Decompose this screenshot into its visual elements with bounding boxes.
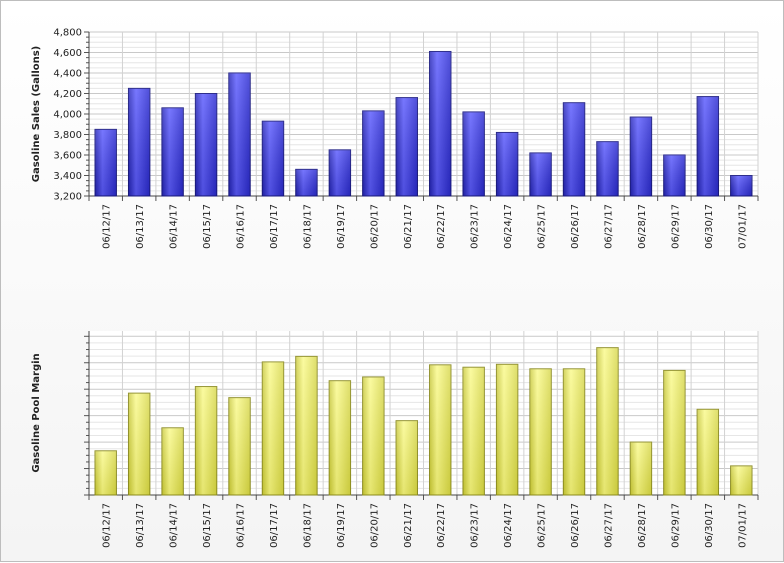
chart2-bar-shade: [396, 420, 418, 495]
chart2-x-tick-label: 06/23/17: [470, 503, 481, 548]
chart2-x-tick-label: 06/13/17: [135, 503, 146, 548]
chart2-bar-shade: [697, 409, 719, 495]
chart1-bar-shade: [663, 155, 686, 196]
chart2-x-tick-label: 06/26/17: [570, 503, 581, 548]
chart1-bar-shade: [295, 169, 318, 196]
chart2-x-tick-label: 06/20/17: [369, 503, 380, 548]
chart2-x-tick-label: 06/28/17: [637, 503, 648, 548]
chart1-x-tick-label: 06/14/17: [169, 204, 180, 249]
chart1-x-tick-label: 07/01/17: [737, 204, 748, 249]
chart1-bar-shade: [529, 152, 552, 196]
chart1-bar-shade: [697, 96, 719, 196]
chart2-y-axis-title: Gasoline Pool Margin: [31, 353, 42, 472]
chart1-bar-shade: [195, 93, 217, 196]
chart2-x-tick-label: 06/19/17: [336, 503, 347, 548]
chart1-bar-shade: [396, 97, 418, 196]
chart2-bar-shade: [730, 465, 752, 495]
chart1-bar-shade: [161, 107, 184, 196]
chart2-x-tick-label: 06/18/17: [302, 503, 313, 548]
chart1-x-tick-label: 06/15/17: [202, 204, 213, 249]
chart1-y-tick-label: 4,400: [53, 69, 82, 80]
chart2-bar-shade: [563, 368, 585, 495]
chart1-bar-shade: [329, 149, 351, 196]
chart2-x-tick-label: 06/14/17: [169, 503, 180, 548]
chart1-y-tick-label: 3,600: [53, 151, 82, 162]
chart2-bar-shade: [262, 361, 284, 495]
chart2-x-tick-label: 06/25/17: [537, 503, 548, 548]
chart2-bar-shade: [228, 397, 251, 495]
chart2-bar-shade: [295, 356, 318, 495]
chart1-bar-shade: [95, 129, 117, 196]
chart1-y-tick-label: 4,800: [53, 28, 82, 39]
chart2-bar-shade: [362, 377, 385, 495]
chart2-bar-shade: [630, 442, 652, 495]
chart2-bar-shade: [663, 370, 686, 495]
chart1-bar-shade: [262, 121, 284, 196]
chart1-y-tick-label: 4,600: [53, 48, 82, 59]
chart1-x-tick-label: 06/22/17: [436, 204, 447, 249]
chart1-bar-shade: [362, 110, 385, 196]
chart2-x-tick-label: 06/30/17: [704, 503, 715, 548]
chart1-y-axis-title: Gasoline Sales (Gallons): [31, 46, 42, 183]
chart2-x-tick-label: 06/24/17: [503, 503, 514, 548]
chart2-bar-shade: [429, 364, 451, 495]
chart2-bar-shade: [95, 450, 117, 495]
chart1-x-tick-label: 06/17/17: [269, 204, 280, 249]
chart1-y-tick-label: 4,200: [53, 89, 82, 100]
chart1-bar-shade: [496, 132, 518, 196]
chart2-bar-shade: [128, 393, 150, 495]
chart2-x-tick-label: 06/16/17: [236, 503, 247, 548]
chart2-x-tick-label: 06/17/17: [269, 503, 280, 548]
chart2-x-tick-label: 06/29/17: [670, 503, 681, 548]
chart1-x-tick-label: 06/27/17: [603, 204, 614, 249]
chart1-x-tick-label: 06/29/17: [670, 204, 681, 249]
chart1-x-tick-label: 06/19/17: [336, 204, 347, 249]
chart2-x-tick-label: 07/01/17: [737, 503, 748, 548]
chart1-bar-shade: [630, 117, 652, 196]
chart1-x-tick-label: 06/12/17: [102, 204, 113, 249]
chart2-x-tick-label: 06/27/17: [603, 503, 614, 548]
chart2-bar-shade: [195, 386, 217, 495]
chart1-x-tick-label: 06/30/17: [704, 204, 715, 249]
chart1-x-tick-label: 06/24/17: [503, 204, 514, 249]
chart1-bar-shade: [429, 51, 451, 196]
chart2-x-tick-label: 06/15/17: [202, 503, 213, 548]
chart1-bar-shade: [730, 175, 752, 196]
chart1-y-tick-label: 4,000: [53, 110, 82, 121]
chart1-x-tick-label: 06/25/17: [537, 204, 548, 249]
chart2-bar-shade: [529, 368, 552, 495]
chart2-x-tick-label: 06/22/17: [436, 503, 447, 548]
chart1-bar-shade: [596, 141, 619, 196]
chart2-bar-shade: [462, 367, 485, 495]
chart1-x-tick-label: 06/28/17: [637, 204, 648, 249]
chart1-bar-shade: [462, 111, 485, 196]
chart1-y-tick-label: 3,200: [53, 192, 82, 203]
chart1-x-tick-label: 06/20/17: [369, 204, 380, 249]
chart1-bar-shade: [128, 88, 150, 196]
chart2-bar-shade: [496, 364, 518, 495]
chart1-x-tick-label: 06/26/17: [570, 204, 581, 249]
chart2-x-tick-label: 06/21/17: [403, 503, 414, 548]
chart1-x-tick-label: 06/18/17: [302, 204, 313, 249]
chart2-x-tick-label: 06/12/17: [102, 503, 113, 548]
chart1-bar-shade: [228, 73, 251, 196]
chart2-bar-shade: [161, 427, 184, 495]
chart1-x-tick-label: 06/21/17: [403, 204, 414, 249]
chart1-bar-shade: [563, 102, 585, 196]
chart1-y-tick-label: 3,800: [53, 130, 82, 141]
chart1-x-tick-label: 06/13/17: [135, 204, 146, 249]
chart1-y-tick-label: 3,400: [53, 171, 82, 182]
chart1-x-tick-label: 06/23/17: [470, 204, 481, 249]
chart2-bar-shade: [329, 380, 351, 495]
chart1-x-tick-label: 06/16/17: [236, 204, 247, 249]
chart2-bar-shade: [596, 347, 619, 495]
